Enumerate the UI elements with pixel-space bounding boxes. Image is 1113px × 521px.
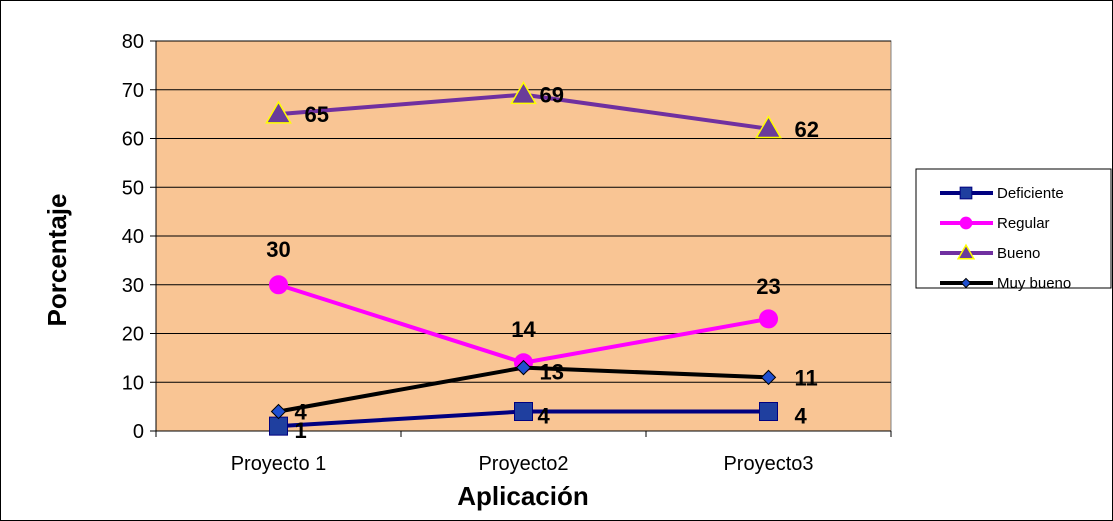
series-muy-bueno: [270, 359, 777, 420]
series-group: [265, 81, 782, 436]
series-bueno: [265, 81, 782, 139]
data-point: [515, 359, 532, 376]
x-tick-label: Proyecto3: [723, 453, 813, 475]
legend: Deficiente Regular Bueno Muy bueno: [915, 168, 1112, 292]
data-label: 11: [795, 365, 818, 390]
legend-marker: [956, 243, 976, 260]
legend-item: Deficiente: [940, 185, 1064, 202]
gridlines: [156, 40, 891, 383]
legend-item: Muy bueno: [940, 275, 1071, 292]
legend-marker: [959, 216, 973, 230]
data-point: [755, 115, 782, 139]
y-tick-label: 10: [122, 372, 144, 394]
legend-marker: [960, 277, 972, 289]
legend-label: Bueno: [997, 245, 1040, 262]
legend-marker: [959, 186, 973, 200]
data-point: [510, 81, 537, 105]
data-label: 23: [756, 274, 780, 299]
data-label: 4: [538, 404, 551, 429]
y-tick-label: 40: [122, 226, 144, 248]
data-label: 13: [540, 360, 564, 385]
data-label: 1: [295, 418, 307, 443]
y-tick-label: 50: [122, 177, 144, 199]
y-tick-label: 30: [122, 275, 144, 297]
y-tick-label: 0: [133, 421, 144, 443]
data-label: 4: [795, 404, 808, 429]
legend-item: Regular: [940, 215, 1050, 232]
legend-box: [915, 168, 1112, 289]
y-tick-label: 80: [122, 31, 144, 53]
y-tick-label: 60: [122, 129, 144, 151]
data-label: 65: [305, 102, 329, 127]
data-point: [269, 416, 288, 436]
legend-label: Muy bueno: [997, 275, 1071, 292]
legend-label: Deficiente: [997, 185, 1064, 202]
data-point: [270, 403, 287, 420]
data-label: 30: [266, 237, 290, 262]
data-point: [269, 275, 288, 295]
data-point: [760, 369, 777, 386]
data-label: 14: [511, 317, 536, 342]
x-axis-title: Aplicación: [457, 481, 588, 511]
x-tick-label: Proyecto2: [478, 453, 568, 475]
legend-label: Regular: [997, 215, 1050, 232]
data-label: 69: [540, 83, 564, 108]
data-point: [759, 309, 778, 329]
series-deficiente: [269, 402, 778, 436]
data-point: [759, 402, 778, 421]
y-tick-label: 20: [122, 324, 144, 346]
data-label: 62: [795, 117, 819, 142]
axes: 0 10 20 30 40 50 60 70 80 Proyecto 1 Proyecto2 Proy…: [122, 31, 892, 475]
data-point: [514, 402, 533, 421]
y-axis-title: Porcentaje: [42, 194, 72, 327]
y-tick-label: 70: [122, 80, 144, 102]
x-tick-label: Proyecto 1: [231, 453, 327, 475]
data-point: [265, 100, 292, 124]
legend-item: Bueno: [940, 243, 1040, 262]
data-label: 4: [295, 400, 308, 425]
